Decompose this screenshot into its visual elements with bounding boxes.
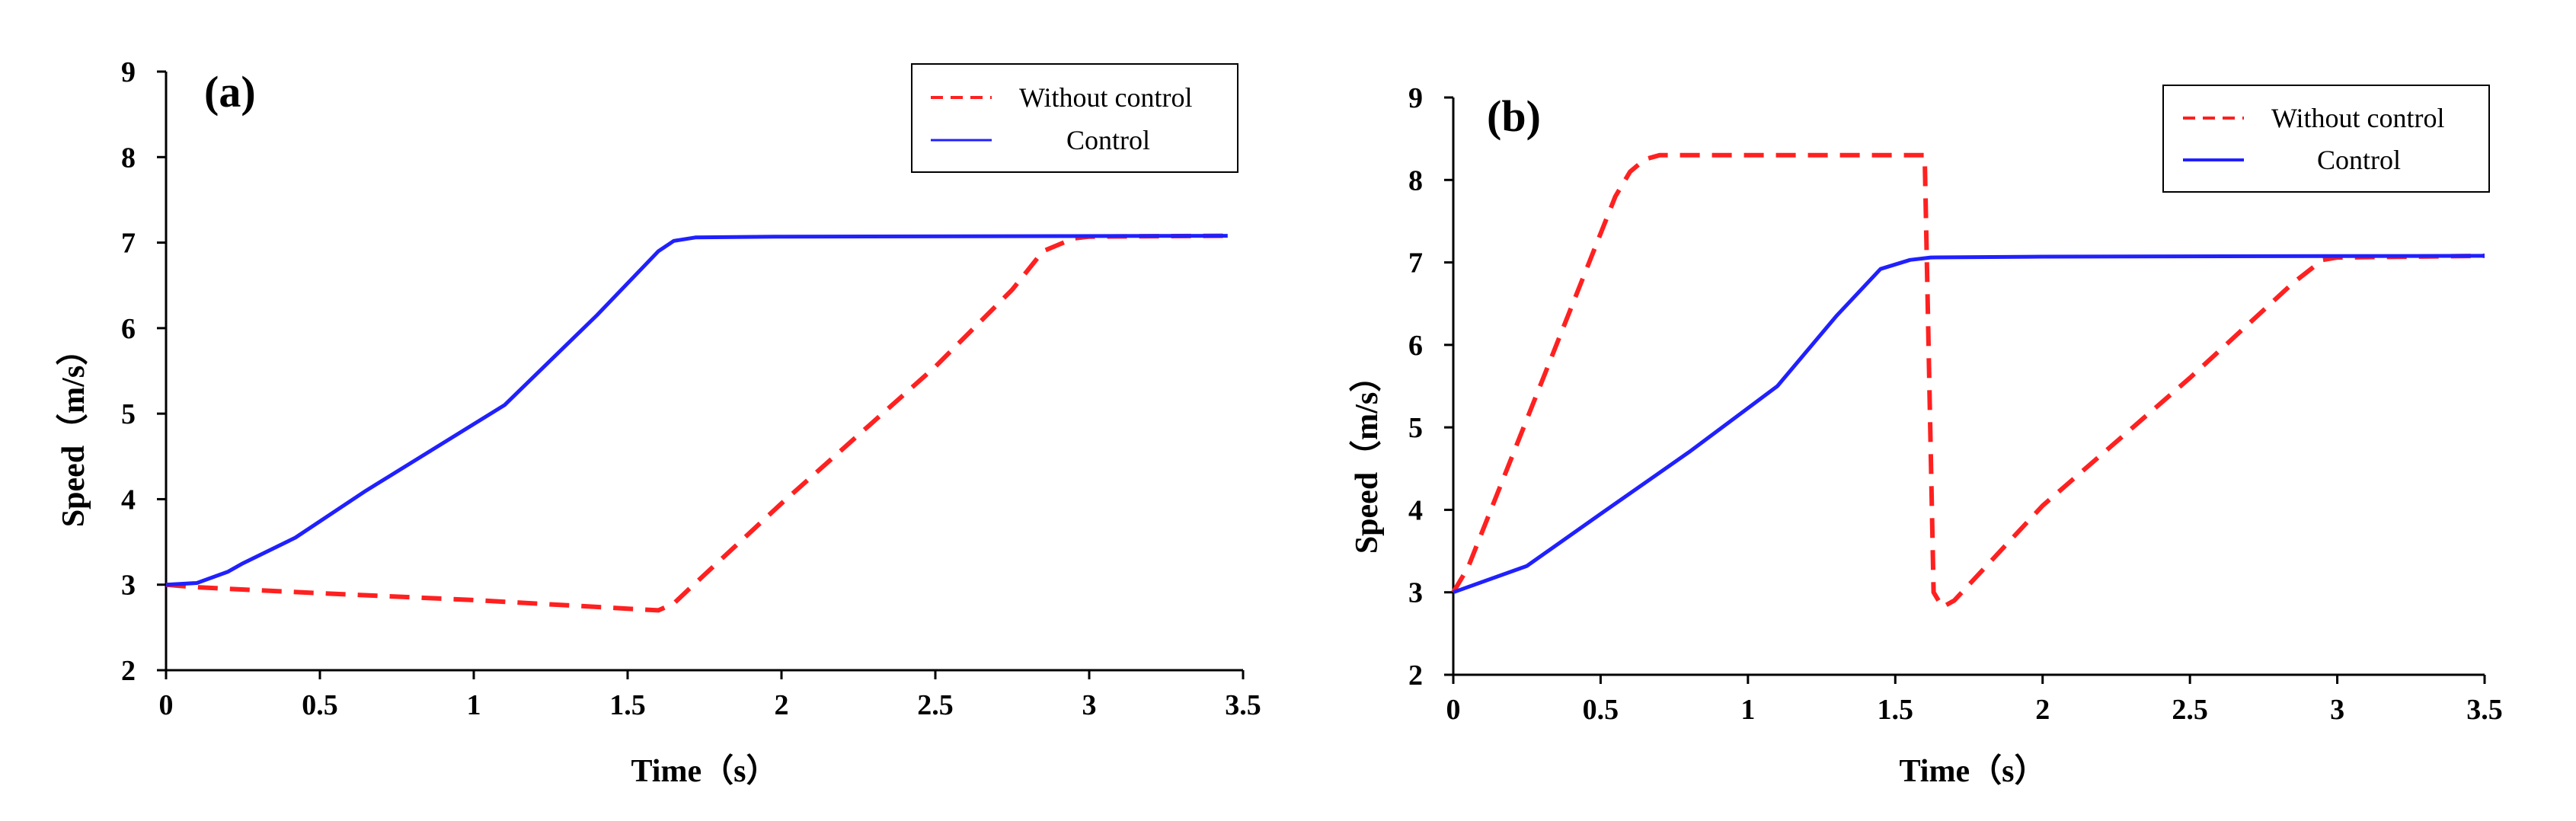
panel-a-x-tick-label: 3 xyxy=(1082,689,1097,721)
panel-b-x-tick-label: 2.5 xyxy=(2172,694,2208,726)
panel-b-series-without-control-line xyxy=(1451,152,2485,610)
chart-panel-a: (a) 2 3 4 5 6 7 8 9 0 0.5 1 1.5 2 2.5 3 3.5 Speed（m/s）… xyxy=(56,56,1261,789)
panel-a-y-tick-label: 6 xyxy=(121,313,136,345)
panel-a-ticks xyxy=(157,70,1245,679)
panel-b-legend-without-control: Without control xyxy=(2271,103,2445,133)
panel-b-x-tick-label: 0 xyxy=(1446,694,1461,726)
panel-b-x-tick-label: 0.5 xyxy=(1583,694,1619,726)
panel-b-legend-box xyxy=(2162,85,2490,193)
panel-b-y-axis-title: Speed（m/s） xyxy=(1349,360,1385,554)
panel-b-y-tick-label: 3 xyxy=(1408,577,1423,609)
panel-a-legend: Without control Control xyxy=(911,63,1238,173)
panel-b-y-tick-label: 7 xyxy=(1408,248,1423,280)
panel-b-x-axis-title: Time（s） xyxy=(1900,753,2047,789)
panel-a-y-axis-title: Speed（m/s） xyxy=(56,334,91,527)
panel-b-x-tick-label: 1.5 xyxy=(1878,694,1914,726)
panel-a-y-tick-label: 3 xyxy=(121,570,136,602)
panel-b-y-tick-label: 2 xyxy=(1408,660,1423,692)
panel-b-y-tick-labels: 2 3 4 5 6 7 8 9 xyxy=(1408,82,1423,692)
panel-a-x-tick-label: 1.5 xyxy=(609,689,646,721)
panel-b-y-tick-label: 4 xyxy=(1408,494,1423,526)
panel-b-legend-control: Control xyxy=(2317,145,2401,175)
panel-b-ticks xyxy=(1444,96,2486,684)
panel-a-x-tick-labels: 0 0.5 1 1.5 2 2.5 3 3.5 xyxy=(159,689,1261,721)
panel-a-legend-without-control: Without control xyxy=(1019,82,1193,113)
panel-b-x-tick-label: 1 xyxy=(1740,694,1755,726)
panel-a-x-tick-label: 2 xyxy=(775,689,789,721)
panel-b-x-tick-label: 3 xyxy=(2330,694,2344,726)
panel-b-series xyxy=(1451,152,2485,610)
panel-a-y-tick-label: 8 xyxy=(121,142,136,174)
panel-a-x-axis-title: Time（s） xyxy=(631,753,778,789)
panel-b-y-tick-label: 8 xyxy=(1408,165,1423,196)
panel-a-x-tick-label: 1 xyxy=(467,689,481,721)
panel-a-y-tick-label: 9 xyxy=(121,56,136,88)
panel-b-legend: Without control Control xyxy=(2162,85,2490,193)
panel-a-x-tick-label: 0 xyxy=(159,689,174,721)
panel-b-x-tick-label: 3.5 xyxy=(2466,694,2503,726)
panel-a-y-tick-label: 5 xyxy=(121,398,136,430)
panel-b-y-tick-label: 6 xyxy=(1408,330,1423,362)
panel-a-x-tick-label: 3.5 xyxy=(1225,689,1261,721)
panel-b-label: (b) xyxy=(1487,91,1541,141)
panel-a-legend-control: Control xyxy=(1066,125,1150,155)
panel-b-y-tick-label: 5 xyxy=(1408,412,1423,444)
panel-b-y-tick-label: 9 xyxy=(1408,82,1423,114)
panel-a-y-tick-label: 7 xyxy=(121,228,136,260)
panel-b-series-control-line xyxy=(1453,254,2485,595)
panel-a-y-tick-label: 2 xyxy=(121,655,136,687)
panel-a-y-tick-labels: 2 3 4 5 6 7 8 9 xyxy=(121,56,136,687)
panel-b-x-tick-label: 2 xyxy=(2035,694,2050,726)
panel-b-x-tick-labels: 0 0.5 1 1.5 2 2.5 3 3.5 xyxy=(1446,694,2503,726)
chart-panel-b: (b) 2 3 4 5 6 7 8 9 0 0.5 1 1.5 2 2.5 3 3.5 Speed（m/s）… xyxy=(1349,82,2503,789)
panel-a-series-without-control-line xyxy=(165,233,1228,613)
panel-a-legend-box xyxy=(911,63,1238,173)
panel-a-label: (a) xyxy=(204,67,256,117)
panel-a-x-tick-label: 0.5 xyxy=(302,689,338,721)
panel-a-series xyxy=(165,233,1228,613)
panel-a-series-control-line xyxy=(165,234,1228,587)
panel-a-x-tick-label: 2.5 xyxy=(917,689,954,721)
panel-a-y-tick-label: 4 xyxy=(121,484,136,516)
